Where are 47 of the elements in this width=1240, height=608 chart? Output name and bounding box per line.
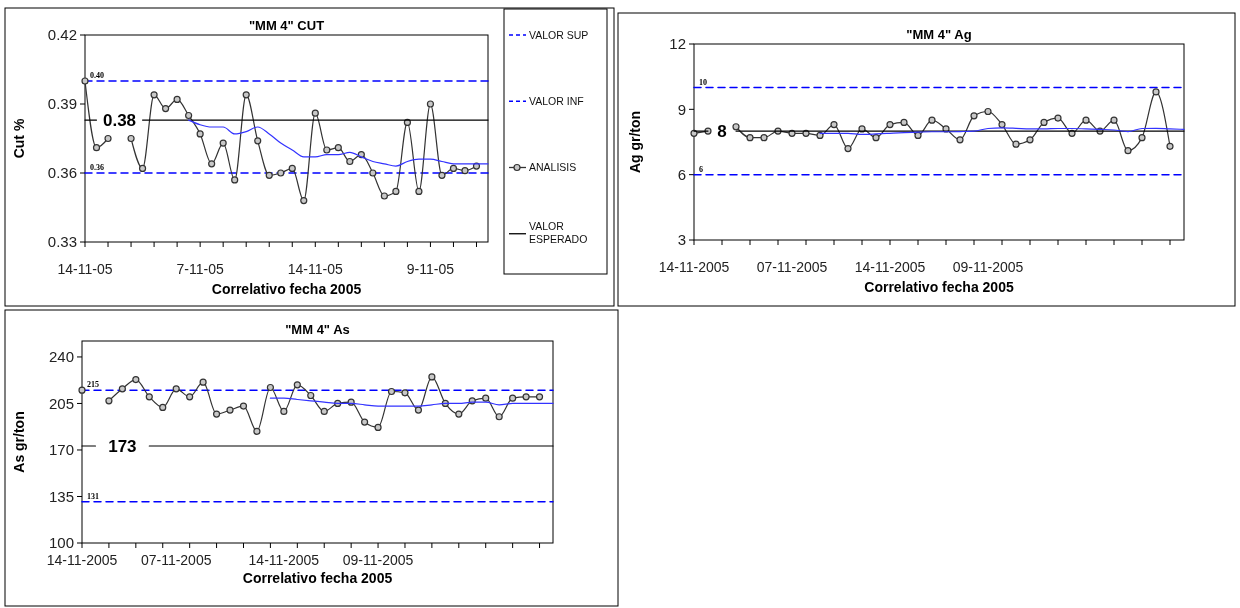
y-tick-label: 12	[669, 35, 686, 53]
y-tick-label: 3	[677, 231, 686, 249]
x-axis-title: Correlativo fecha 2005	[242, 570, 393, 586]
data-label: 10	[699, 77, 707, 87]
text: 0.38	[103, 111, 137, 131]
x-tick-label: 14-11-2005	[658, 259, 730, 275]
legend-label: ANALISIS	[529, 161, 577, 174]
chart-title: "MM 4" CUT	[248, 18, 325, 33]
chart-title: "MM 4" Ag	[906, 27, 972, 42]
data-label: 6	[699, 164, 703, 174]
x-tick-label: 09-11-2005	[342, 552, 414, 568]
x-tick-label: 09-11-2005	[952, 259, 1024, 275]
y-tick-label: 100	[48, 534, 74, 552]
data-label: 0.36	[90, 163, 104, 172]
y-tick-label: 0.33	[47, 233, 77, 251]
x-tick-label: 14-11-05	[57, 261, 113, 277]
chart-title: "MM 4" As	[285, 322, 350, 337]
x-tick-label: 9-11-05	[406, 261, 455, 277]
legend-label: VALOR SUP	[529, 28, 589, 41]
x-tick-label: 14-11-2005	[248, 552, 320, 568]
y-axis-title: Cut %	[11, 118, 27, 159]
x-tick-label: 14-11-05	[287, 261, 343, 277]
y-tick-label: 205	[48, 394, 74, 412]
y-tick-label: 0.36	[47, 164, 77, 182]
text: 8	[717, 122, 727, 142]
y-tick-label: 9	[677, 100, 686, 118]
x-tick-label: 07-11-2005	[756, 259, 828, 275]
text: 173	[108, 436, 137, 456]
x-tick-label: 14-11-2005	[46, 552, 118, 568]
y-tick-label: 6	[677, 165, 686, 183]
legend-label: VALOR ESPERADO	[529, 220, 588, 246]
y-tick-label: 170	[48, 441, 74, 459]
x-tick-label: 07-11-2005	[140, 552, 212, 568]
y-tick-label: 0.39	[47, 95, 77, 113]
data-label: 131	[87, 491, 99, 501]
y-axis-title: As gr/ton	[11, 411, 27, 473]
x-tick-label: 7-11-05	[176, 261, 224, 277]
y-tick-label: 0.42	[47, 26, 77, 44]
y-axis-title: Ag gr/ton	[627, 110, 643, 174]
x-tick-label: 14-11-2005	[854, 259, 926, 275]
y-tick-label: 240	[48, 348, 74, 366]
y-tick-label: 135	[48, 487, 74, 505]
legend-label: VALOR INF	[529, 94, 584, 107]
data-label: 0.40	[90, 71, 104, 80]
x-axis-title: Correlativo fecha 2005	[864, 279, 1014, 295]
x-axis-title: Correlativo fecha 2005	[211, 281, 362, 297]
data-label: 215	[87, 380, 99, 390]
